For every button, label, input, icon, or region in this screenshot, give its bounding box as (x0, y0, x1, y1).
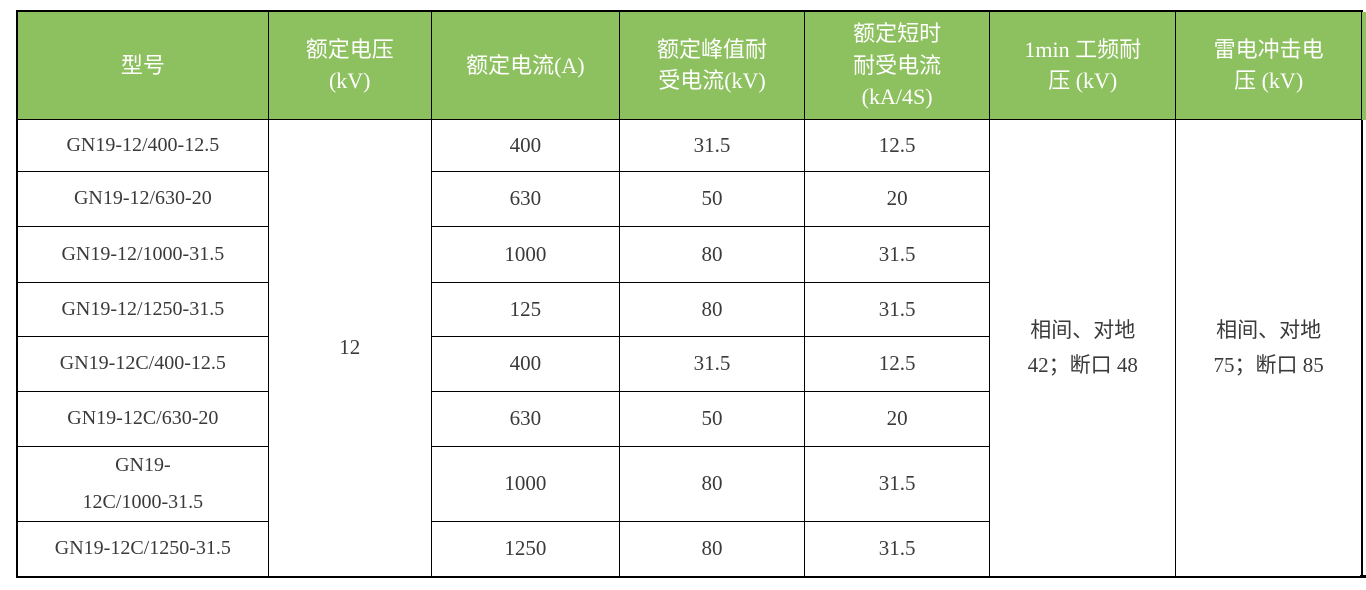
table-row: GN19- 12C/1000-31.5 1000 80 31.5 (16, 445, 1362, 522)
peak-cell: 80 (618, 520, 806, 578)
current-cell: 1000 (430, 225, 620, 283)
short-cell: 12.5 (804, 118, 991, 172)
short-cell: 31.5 (804, 445, 991, 522)
rated-voltage-cell: 12 (267, 118, 432, 578)
model-cell: GN19-12C/400-12.5 (16, 335, 269, 392)
peak-cell: 50 (618, 170, 806, 227)
header-cell-rated-current: 额定电流(A) (430, 10, 620, 120)
peak-cell: 50 (618, 390, 806, 447)
peak-cell: 31.5 (618, 118, 806, 172)
table-row: GN19-12/1250-31.5 125 80 31.5 (16, 281, 1362, 337)
model-cell: GN19-12/1000-31.5 (16, 225, 269, 283)
short-cell: 31.5 (804, 520, 991, 578)
table-row: GN19-12/400-12.5 12 400 31.5 12.5 相间、对地 … (16, 118, 1363, 578)
lightning-impulse-cell: 相间、对地 75；断口 85 (1175, 118, 1363, 578)
table-row: GN19-12/630-20 630 50 20 (16, 170, 1362, 227)
current-cell: 125 (430, 281, 620, 337)
header-right-edge-crop (1362, 12, 1366, 120)
spec-table: 型号 额定电压 (kV) 额定电流(A) 额定峰值耐 受电流(kV) 额定短时 … (16, 10, 1363, 578)
peak-cell: 80 (618, 445, 806, 522)
current-cell: 630 (430, 390, 620, 447)
header-cell-model: 型号 (16, 10, 269, 120)
header-cell-short-time: 额定短时 耐受电流 (kA/4S) (804, 10, 991, 120)
short-cell: 31.5 (804, 225, 991, 283)
current-cell: 400 (430, 335, 620, 392)
model-cell: GN19-12/630-20 (16, 170, 269, 227)
peak-cell: 31.5 (618, 335, 806, 392)
header-cell-lightning: 雷电冲击电 压 (kV) (1175, 10, 1363, 120)
model-cell: GN19-12/1250-31.5 (16, 281, 269, 337)
current-cell: 1250 (430, 520, 620, 578)
table-row: GN19-12C/1250-31.5 1250 80 31.5 (16, 520, 1362, 578)
model-cell: GN19-12/400-12.5 (16, 118, 269, 172)
table-header-row: 型号 额定电压 (kV) 额定电流(A) 额定峰值耐 受电流(kV) 额定短时 … (16, 10, 1363, 120)
current-cell: 1000 (430, 445, 620, 522)
table-row: GN19-12/1000-31.5 1000 80 31.5 (16, 225, 1362, 283)
peak-cell: 80 (618, 225, 806, 283)
short-cell: 31.5 (804, 281, 991, 337)
power-frequency-cell: 相间、对地 42；断口 48 (989, 118, 1177, 578)
bottom-border-crop (1360, 575, 1366, 578)
header-cell-power-frequency: 1min 工频耐 压 (kV) (989, 10, 1177, 120)
current-cell: 630 (430, 170, 620, 227)
model-cell: GN19-12C/630-20 (16, 390, 269, 447)
header-cell-peak-withstand: 额定峰值耐 受电流(kV) (618, 10, 806, 120)
current-cell: 400 (430, 118, 620, 172)
short-cell: 12.5 (804, 335, 991, 392)
short-cell: 20 (804, 390, 991, 447)
model-cell: GN19- 12C/1000-31.5 (16, 445, 269, 522)
short-cell: 20 (804, 170, 991, 227)
header-cell-rated-voltage: 额定电压 (kV) (267, 10, 432, 120)
peak-cell: 80 (618, 281, 806, 337)
model-cell: GN19-12C/1250-31.5 (16, 520, 269, 578)
